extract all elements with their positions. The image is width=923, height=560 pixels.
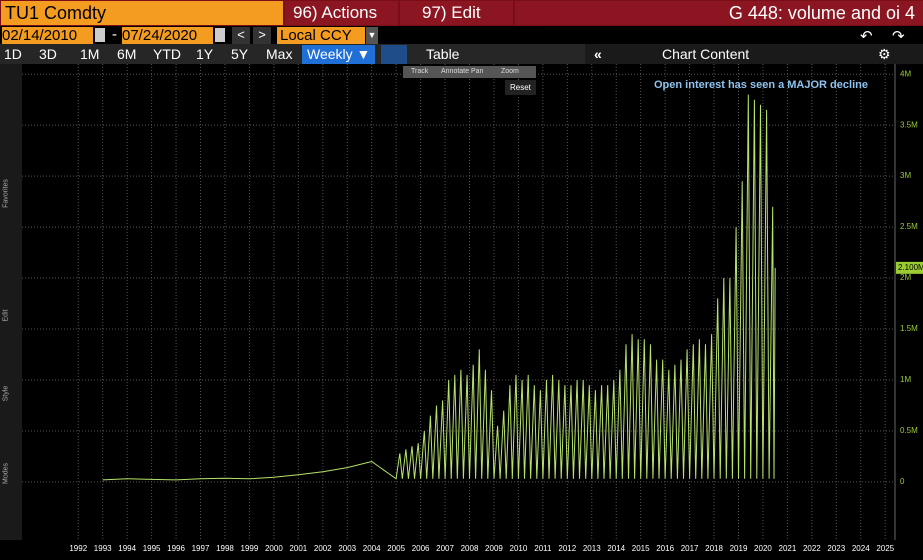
settings-icon[interactable]: ⚙ <box>878 46 891 62</box>
right-toolbar <box>585 44 923 64</box>
collapse-icon[interactable]: « <box>594 46 602 62</box>
y-tick-label: 0.5M <box>900 426 918 435</box>
frequency-button[interactable]: Weekly ▼ <box>302 45 375 64</box>
prev-button[interactable]: < <box>232 27 250 44</box>
period-button[interactable]: 5Y <box>231 46 249 62</box>
x-tick-label: 1994 <box>118 544 136 553</box>
period-button[interactable]: 1Y <box>196 46 214 62</box>
period-button[interactable]: YTD <box>153 46 181 62</box>
y-tick-label: 3.5M <box>900 120 918 129</box>
currency-field[interactable]: Local CCY <box>277 27 365 44</box>
calendar-icon[interactable] <box>95 28 105 42</box>
x-tick-label: 2007 <box>436 544 454 553</box>
sidebar-section: Edit <box>2 309 10 322</box>
x-tick-label: 2013 <box>583 544 601 553</box>
x-tick-label: 2005 <box>387 544 405 553</box>
calendar-icon[interactable] <box>215 28 225 42</box>
y-tick-label: 1.5M <box>900 324 918 333</box>
x-tick-label: 1999 <box>241 544 259 553</box>
mini-tool[interactable]: Zoom <box>501 68 519 75</box>
x-tick-label: 1998 <box>216 544 234 553</box>
table-button[interactable]: Table <box>426 46 460 62</box>
x-tick-label: 2000 <box>265 544 283 553</box>
reset-button[interactable]: Reset <box>505 80 536 95</box>
period-button[interactable]: 6M <box>117 46 137 62</box>
sidebar-section: Favorites <box>2 179 10 208</box>
y-tick-label: 2.5M <box>900 222 918 231</box>
end-date[interactable]: 07/24/2020 <box>122 27 213 44</box>
x-tick-label: 2020 <box>754 544 772 553</box>
x-tick-label: 1993 <box>94 544 112 553</box>
last-value-label: 2.100M <box>898 263 923 272</box>
x-tick-label: 2015 <box>632 544 650 553</box>
edit-menu[interactable]: 97) Edit <box>400 1 513 25</box>
x-tick-label: 2009 <box>485 544 503 553</box>
x-tick-label: 2001 <box>289 544 307 553</box>
x-tick-label: 1996 <box>167 544 185 553</box>
mini-toolbar: Track Annotate Pan Zoom <box>403 66 536 78</box>
frequency-label: Weekly <box>307 46 353 62</box>
currency-dropdown[interactable]: ▼ <box>366 27 378 44</box>
sidebar-section: Style <box>2 385 10 402</box>
x-tick-label: 2016 <box>656 544 674 553</box>
start-date[interactable]: 02/14/2010 <box>2 27 93 44</box>
page-title: G 448: volume and oi 4 <box>515 1 923 25</box>
period-button[interactable]: Max <box>266 46 293 62</box>
x-tick-label: 1995 <box>143 544 161 553</box>
x-tick-label: 2012 <box>558 544 576 553</box>
oi-line <box>102 94 776 481</box>
mini-tool[interactable]: Track <box>411 68 429 75</box>
x-tick-label: 2008 <box>461 544 479 553</box>
x-tick-label: 2006 <box>412 544 430 553</box>
x-tick-label: 2018 <box>705 544 723 553</box>
chart-type-icon[interactable] <box>381 45 407 64</box>
y-tick-label: 0 <box>900 477 905 486</box>
x-tick-label: 2023 <box>827 544 845 553</box>
x-tick-label: 2024 <box>852 544 870 553</box>
redo-icon[interactable]: ↷ <box>892 28 905 45</box>
x-tick-label: 2014 <box>607 544 625 553</box>
actions-menu[interactable]: 96) Actions <box>285 1 398 25</box>
y-tick-label: 4M <box>900 69 911 78</box>
sidebar-section: Modes <box>2 463 10 485</box>
x-tick-label: 2002 <box>314 544 332 553</box>
chart-content-button[interactable]: Chart Content <box>662 46 750 62</box>
mini-tool[interactable]: Pan <box>471 68 484 75</box>
period-button[interactable]: 3D <box>39 46 57 62</box>
x-tick-label: 2022 <box>803 544 821 553</box>
y-tick-label: 3M <box>900 171 911 180</box>
date-separator: - <box>112 26 117 43</box>
x-tick-label: 1992 <box>69 544 87 553</box>
last-value-box <box>896 261 923 274</box>
ticker-field[interactable]: TU1 Comdty <box>1 1 283 25</box>
x-tick-label: 2011 <box>534 544 552 553</box>
mini-tool[interactable]: Annotate <box>441 68 470 75</box>
sidebar <box>0 64 22 540</box>
x-tick-label: 2017 <box>681 544 699 553</box>
x-tick-label: 2003 <box>338 544 356 553</box>
x-tick-label: 2025 <box>876 544 894 553</box>
next-button[interactable]: > <box>253 27 271 44</box>
period-button[interactable]: 1M <box>80 46 100 62</box>
period-button[interactable]: 1D <box>4 46 22 62</box>
annotation: Open interest has seen a MAJOR decline <box>654 79 868 91</box>
x-tick-label: 2021 <box>779 544 797 553</box>
x-tick-label: 2019 <box>730 544 748 553</box>
x-tick-label: 2010 <box>510 544 528 553</box>
x-tick-label: 2004 <box>363 544 381 553</box>
undo-icon[interactable]: ↶ <box>860 28 873 45</box>
y-tick-label: 1M <box>900 375 911 384</box>
y-tick-label: 2M <box>900 273 911 282</box>
x-tick-label: 1997 <box>192 544 210 553</box>
